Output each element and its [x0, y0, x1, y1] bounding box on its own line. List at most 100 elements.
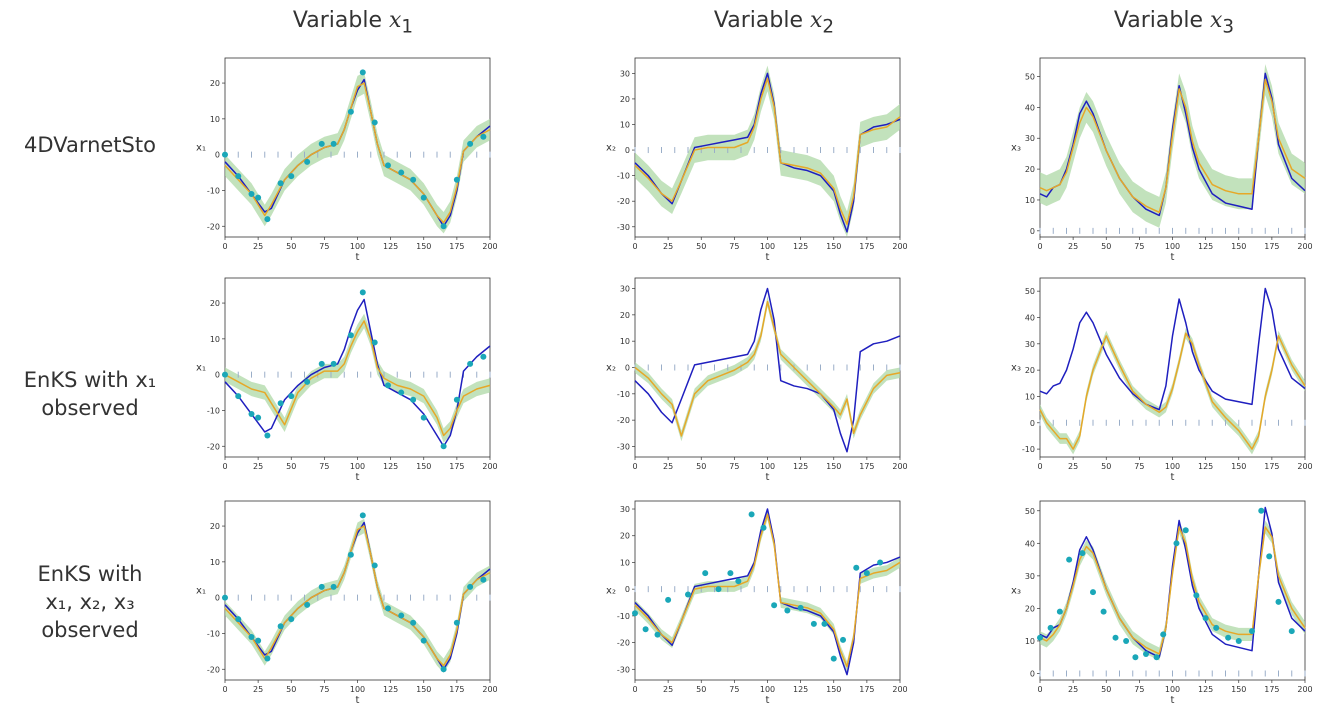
observation-point: [222, 371, 228, 378]
observation-point: [359, 512, 366, 519]
x-tick-label: 50: [696, 685, 706, 694]
y-tick-label: 30: [620, 69, 630, 78]
observation-point: [830, 655, 837, 662]
chart-svg: 0 25 50 75 100 125 150 175 200 -20 -10 0 10 20 t x₁: [196, 500, 498, 706]
y-tick-label: -10: [617, 172, 630, 181]
observation-point: [467, 360, 474, 367]
y-tick-label: 40: [1025, 103, 1035, 112]
x-tick-label: 175: [859, 685, 874, 694]
column-title-prefix: Variable: [292, 8, 382, 33]
column-title-var: x: [388, 8, 402, 33]
x-tick-label: 125: [793, 242, 808, 251]
x-tick-label: 150: [826, 462, 841, 471]
observation-point: [420, 414, 427, 421]
y-tick-label: 20: [620, 95, 630, 104]
y-tick-label: -20: [207, 665, 220, 674]
observation-point: [467, 140, 474, 147]
row-label-line: observed: [41, 618, 139, 642]
y-tick-label: -10: [207, 629, 220, 638]
observation-point: [480, 576, 487, 583]
x-tick-label: 0: [632, 685, 637, 694]
uncertainty-band: [1040, 64, 1305, 228]
observation-point: [727, 570, 734, 577]
observation-point: [347, 332, 354, 339]
x-tick-label: 200: [1297, 462, 1312, 471]
x-tick-label: 100: [1165, 685, 1180, 694]
x-tick-label: 75: [1134, 242, 1144, 251]
x-tick-label: 0: [222, 242, 227, 251]
x-axis-label: t: [766, 252, 770, 263]
observation-point: [255, 637, 262, 644]
observation-point: [632, 610, 638, 617]
observation-point: [453, 396, 460, 403]
estimate-line: [634, 300, 901, 437]
x-axis-label: t: [356, 252, 360, 263]
chart-panel-r1c1: 0 25 50 75 100 125 150 175 200 -30 -20 -10 0 10 20 30 t x…: [600, 272, 910, 487]
y-tick-label: -20: [617, 416, 630, 425]
y-tick-label: 30: [1025, 572, 1035, 581]
observation-point: [1160, 631, 1167, 638]
uncertainty-band: [635, 296, 900, 442]
y-tick-label: 50: [1025, 73, 1035, 82]
x-axis-label: t: [356, 472, 360, 483]
observation-point: [255, 194, 262, 201]
observation-point: [288, 173, 295, 180]
observation-point: [1090, 589, 1096, 596]
x-tick-label: 75: [729, 462, 739, 471]
observation-point: [410, 619, 417, 626]
y-tick-label: 20: [620, 311, 630, 320]
plot-frame: [1039, 500, 1306, 681]
truth-line: [224, 78, 491, 228]
x-axis-label: t: [766, 695, 770, 706]
observation-point: [410, 396, 417, 403]
y-tick-label: 10: [620, 120, 630, 129]
observation-point: [1037, 634, 1043, 641]
observation-point: [371, 119, 378, 126]
x-tick-label: 150: [416, 242, 431, 251]
y-tick-label: 10: [1025, 637, 1035, 646]
observation-point: [1225, 634, 1232, 641]
observation-point: [384, 382, 391, 389]
y-tick-label: 0: [625, 364, 630, 373]
x-tick-label: 75: [729, 242, 739, 251]
y-tick-label: 0: [625, 585, 630, 594]
x-tick-label: 100: [760, 242, 775, 251]
x-tick-label: 150: [416, 685, 431, 694]
y-tick-label: 30: [620, 505, 630, 514]
chart-svg: 0 25 50 75 100 125 150 175 200 -30 -20 -10 0 10 20 30 t x…: [606, 57, 908, 263]
x-tick-label: 200: [1297, 242, 1312, 251]
y-tick-label: 0: [1030, 419, 1035, 428]
y-axis-label: x₂: [606, 586, 616, 597]
observation-point: [440, 666, 447, 673]
observation-point: [248, 191, 255, 198]
y-tick-label: -10: [617, 390, 630, 399]
observation-point: [304, 601, 311, 608]
y-tick-label: 0: [1030, 227, 1035, 236]
x-tick-label: 25: [1068, 242, 1078, 251]
x-tick-label: 100: [760, 685, 775, 694]
observation-point: [1182, 527, 1189, 534]
observation-point: [318, 583, 325, 590]
x-tick-label: 100: [1165, 462, 1180, 471]
chart-svg: 0 25 50 75 100 125 150 175 200 -30 -20 -10 0 10 20 30 t x…: [606, 500, 908, 706]
column-title-sub: 1: [401, 16, 414, 38]
x-tick-label: 25: [253, 462, 263, 471]
observation-point: [771, 602, 778, 609]
y-axis-label: x₁: [196, 143, 206, 154]
observation-point: [665, 596, 672, 603]
observation-point: [1112, 634, 1119, 641]
observation-point: [347, 551, 354, 558]
observation-point: [1123, 637, 1130, 644]
observation-point: [1213, 624, 1220, 631]
observation-point: [735, 578, 742, 585]
chart-panel-r1c0: 0 25 50 75 100 125 150 175 200 -20 -10 0 10 20 t x₁: [190, 272, 500, 487]
observation-point: [264, 432, 271, 439]
y-tick-label: -10: [1022, 445, 1035, 454]
y-axis-label: x₃: [1011, 143, 1021, 154]
y-tick-label: 40: [1025, 539, 1035, 548]
observation-point: [304, 158, 311, 165]
observation-point: [398, 612, 405, 619]
estimate-line: [1039, 526, 1306, 655]
observation-point: [840, 636, 847, 643]
x-tick-label: 50: [1101, 462, 1111, 471]
